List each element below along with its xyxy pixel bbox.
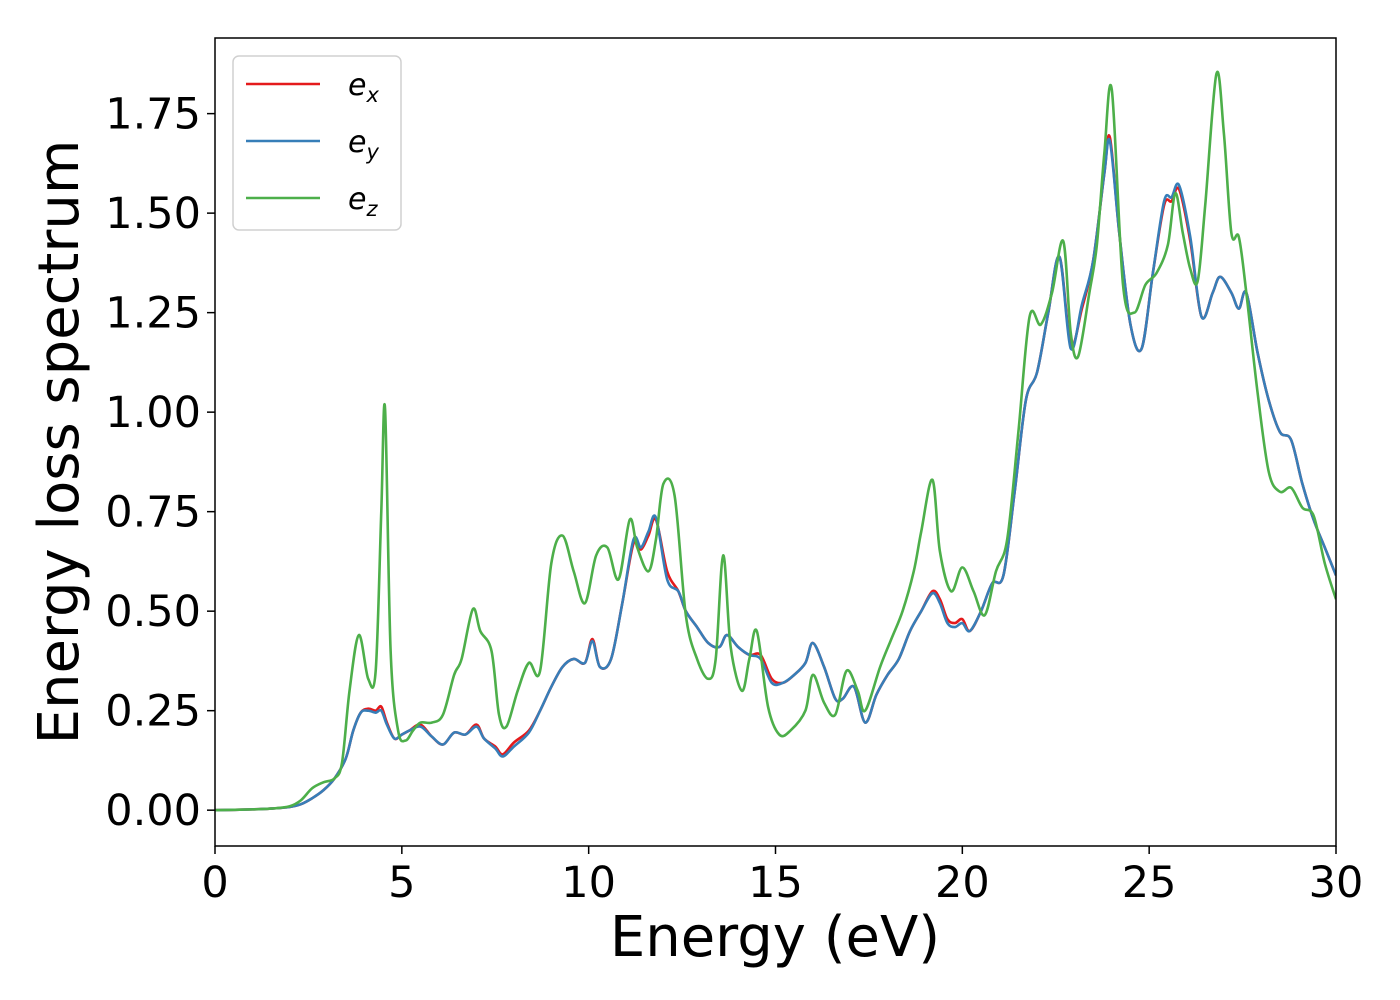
x-axis-label: Energy (eV) — [610, 905, 940, 970]
series-line-y — [215, 137, 1336, 812]
legend-label-subscript: z — [365, 197, 378, 221]
series-layer — [215, 70, 1336, 812]
x-tick-label: 10 — [561, 858, 616, 908]
y-tick-label: 0.00 — [105, 786, 201, 836]
y-tick-label: 1.50 — [105, 189, 201, 239]
y-tick-label: 1.25 — [105, 289, 201, 339]
y-tick-label: 0.50 — [105, 587, 201, 637]
x-tick-label: 25 — [1122, 858, 1177, 908]
y-axis-label: Energy loss spectrum — [27, 140, 92, 745]
x-tick-label: 30 — [1309, 858, 1364, 908]
y-axis: 0.00 0.25 0.50 0.75 1.00 1.25 1.50 1.75 — [105, 90, 215, 836]
y-tick-label: 1.75 — [105, 90, 201, 140]
legend-label-base: e — [348, 125, 366, 160]
x-tick-label: 0 — [201, 858, 228, 908]
legend-box — [232, 55, 402, 231]
legend-label-subscript: x — [365, 83, 379, 107]
x-tick-label: 15 — [748, 858, 803, 908]
x-tick-label: 5 — [388, 858, 415, 908]
legend-label-base: e — [348, 68, 366, 103]
legend-label-base: e — [348, 182, 366, 217]
x-tick-label: 20 — [935, 858, 990, 908]
x-axis: 0 5 10 15 20 25 30 — [201, 846, 1363, 908]
y-tick-label: 0.75 — [105, 488, 201, 538]
series-line-z — [215, 70, 1336, 812]
legend-label-subscript: y — [365, 140, 379, 164]
legend-label-z: ez — [348, 182, 378, 221]
legend-label-y: ey — [348, 125, 379, 164]
y-tick-label: 1.00 — [105, 388, 201, 438]
legend-label-x: ex — [348, 68, 379, 107]
y-tick-label: 0.25 — [105, 687, 201, 737]
